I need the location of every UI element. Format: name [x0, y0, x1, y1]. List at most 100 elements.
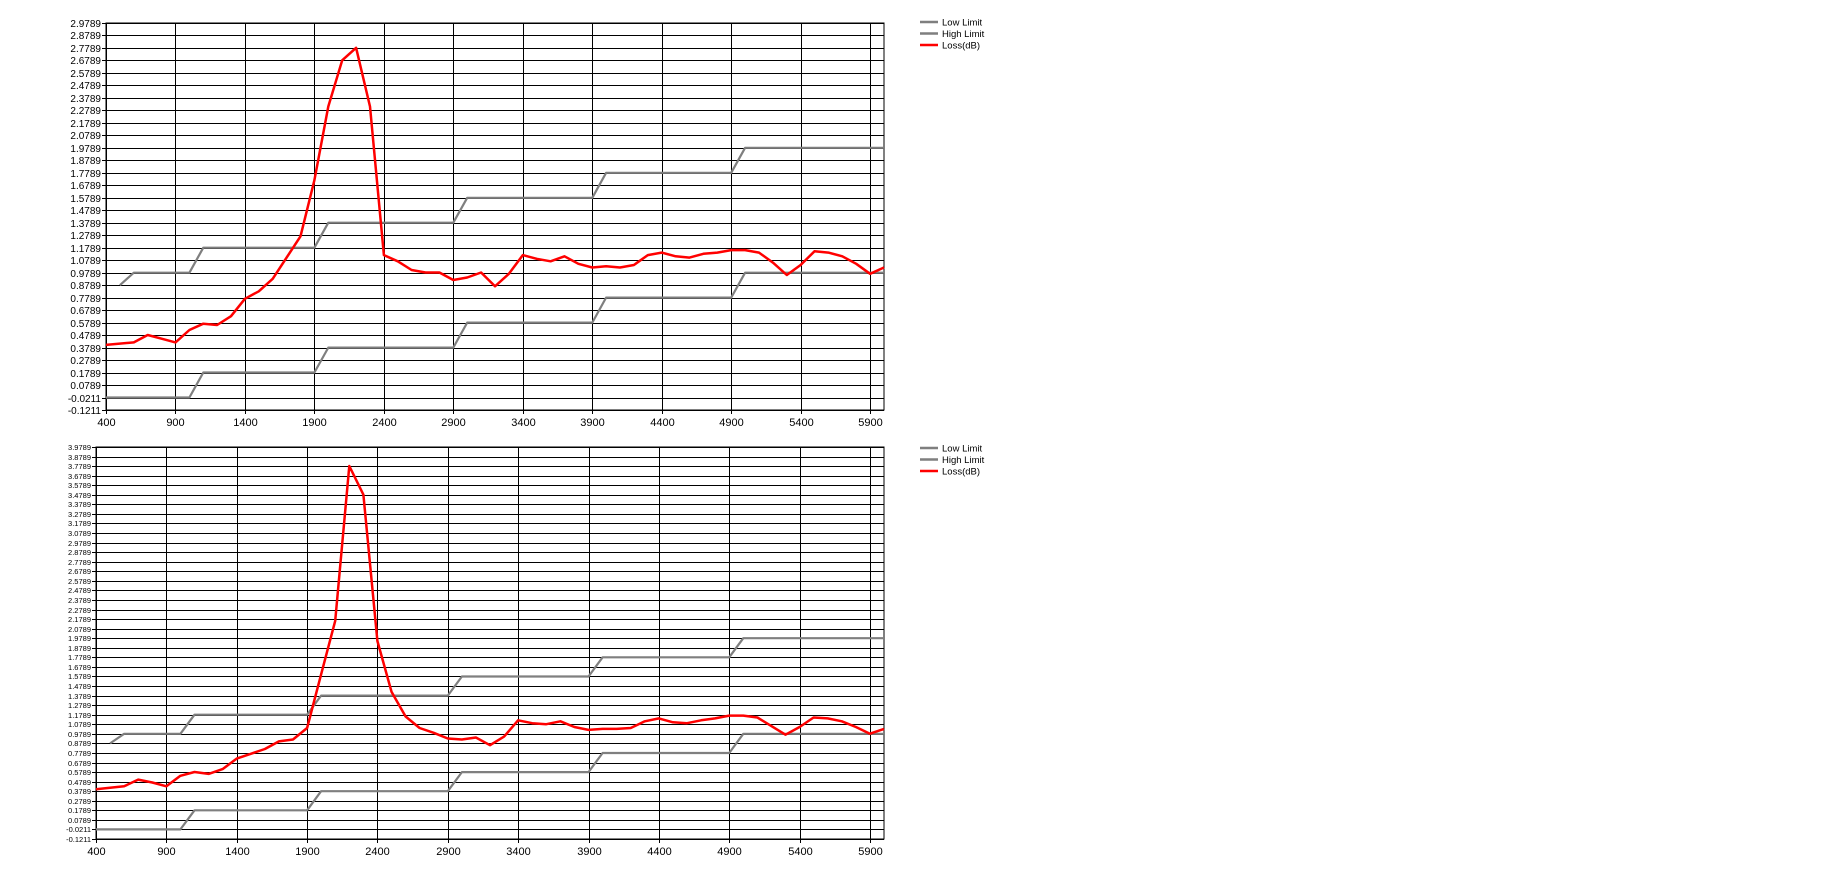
y-tick-label: 0.0789: [70, 381, 101, 392]
x-tick-label: 3900: [577, 846, 601, 858]
y-tick-label: 0.9789: [70, 269, 101, 280]
y-tick-label: 0.6789: [68, 759, 91, 768]
y-tick-label: 2.7789: [70, 44, 101, 55]
y-tick-label: 2.6789: [68, 567, 91, 576]
x-tick-label: 2900: [441, 417, 465, 429]
legend-label: Loss(dB): [942, 467, 980, 478]
x-tick-label: 5900: [858, 846, 882, 858]
charts-canvas: 2.97892.87892.77892.67892.57892.47892.37…: [66, 18, 985, 859]
plot-area: [95, 446, 885, 840]
x-tick-label: 400: [97, 417, 115, 429]
chart-2: 3.97893.87893.77893.67893.57893.47893.37…: [66, 443, 984, 858]
y-tick-label: 0.0789: [68, 816, 91, 825]
y-tick-label: 3.1789: [68, 519, 91, 528]
x-tick-label: 5400: [788, 846, 812, 858]
y-tick-label: 3.0789: [68, 529, 91, 538]
x-tick-label: 4900: [719, 417, 743, 429]
y-tick-label: 2.3789: [70, 94, 101, 105]
y-tick-label: 3.4789: [68, 491, 91, 500]
legend-label: High Limit: [942, 29, 985, 40]
y-tick-label: 0.7789: [68, 749, 91, 758]
x-tick-label: 1400: [233, 417, 257, 429]
y-tick-label: 0.5789: [68, 768, 91, 777]
x-tick-label: 400: [87, 846, 105, 858]
y-tick-label: 2.2789: [68, 606, 91, 615]
y-tick-label: -0.1211: [68, 406, 102, 417]
y-tick-label: 1.0789: [68, 720, 91, 729]
y-tick-label: 0.5789: [70, 319, 101, 330]
y-tick-label: 1.2789: [70, 231, 101, 242]
y-tick-label: 1.2789: [68, 701, 91, 710]
y-tick-label: 2.2789: [70, 106, 101, 117]
y-tick-label: 2.0789: [70, 131, 101, 142]
y-tick-label: 0.3789: [68, 787, 91, 796]
series-line-high-limit: [119, 146, 884, 287]
y-tick-label: 1.4789: [68, 682, 91, 691]
x-tick-label: 1900: [302, 417, 326, 429]
y-tick-label: 2.6789: [70, 56, 101, 67]
x-tick-label: 2400: [372, 417, 396, 429]
y-tick-label: 3.2789: [68, 510, 91, 519]
x-tick-label: 5400: [789, 417, 813, 429]
y-tick-label: 3.9789: [68, 443, 91, 452]
y-tick-label: 1.9789: [70, 144, 101, 155]
x-tick-label: 2400: [365, 846, 389, 858]
y-tick-label: 1.1789: [68, 711, 91, 720]
y-tick-label: 3.5789: [68, 481, 91, 490]
y-tick-label: 2.7789: [68, 558, 91, 567]
y-tick-label: 1.9789: [68, 634, 91, 643]
y-tick-label: 2.5789: [68, 577, 91, 586]
y-tick-label: 2.4789: [68, 586, 91, 595]
y-tick-label: 2.9789: [68, 539, 91, 548]
y-tick-label: 1.3789: [70, 219, 101, 230]
y-tick-label: 1.3789: [68, 692, 91, 701]
y-tick-label: 1.5789: [68, 672, 91, 681]
x-tick-label: 1900: [295, 846, 319, 858]
y-tick-label: 1.5789: [70, 194, 101, 205]
y-tick-label: 1.7789: [68, 653, 91, 662]
y-tick-label: 1.6789: [70, 181, 101, 192]
y-tick-label: 1.8789: [68, 644, 91, 653]
y-tick-label: 1.7789: [70, 169, 101, 180]
y-tick-label: 0.6789: [70, 306, 101, 317]
y-tick-label: 0.2789: [70, 356, 101, 367]
y-tick-label: 0.8789: [70, 281, 101, 292]
y-tick-label: 0.4789: [70, 331, 101, 342]
y-tick-label: 0.9789: [68, 730, 91, 739]
y-tick-label: 3.3789: [68, 500, 91, 509]
y-tick-label: 1.0789: [70, 256, 101, 267]
x-tick-label: 1400: [225, 846, 249, 858]
series-line-low-limit: [106, 271, 884, 399]
series-line-loss-db: [105, 46, 885, 347]
y-tick-label: 3.7789: [68, 462, 91, 471]
y-tick-label: 0.3789: [70, 344, 101, 355]
x-tick-label: 900: [157, 846, 175, 858]
y-tick-label: 0.1789: [70, 369, 101, 380]
y-tick-label: -0.0211: [66, 825, 91, 834]
y-tick-label: 2.1789: [70, 119, 101, 130]
plot-area: [105, 22, 885, 411]
legend-label: Loss(dB): [942, 41, 980, 52]
y-tick-label: 0.1789: [68, 806, 91, 815]
y-tick-label: 2.8789: [70, 31, 101, 42]
y-tick-label: 2.3789: [68, 596, 91, 605]
y-tick-label: 1.1789: [70, 244, 101, 255]
legend-label: Low Limit: [942, 18, 982, 29]
y-tick-label: 0.7789: [70, 294, 101, 305]
y-tick-label: 0.2789: [68, 797, 91, 806]
y-tick-label: 3.6789: [68, 472, 91, 481]
y-tick-label: -0.0211: [68, 394, 102, 405]
series-line-low-limit: [96, 732, 884, 831]
legend-label: High Limit: [942, 455, 985, 466]
x-tick-label: 3900: [580, 417, 604, 429]
x-tick-label: 4900: [717, 846, 741, 858]
y-tick-label: 2.9789: [70, 19, 101, 30]
y-tick-label: 2.4789: [70, 81, 101, 92]
y-tick-label: 2.8789: [68, 548, 91, 557]
y-tick-label: 0.8789: [68, 739, 91, 748]
series-line-loss-db: [95, 464, 885, 791]
y-tick-label: 1.6789: [68, 663, 91, 672]
